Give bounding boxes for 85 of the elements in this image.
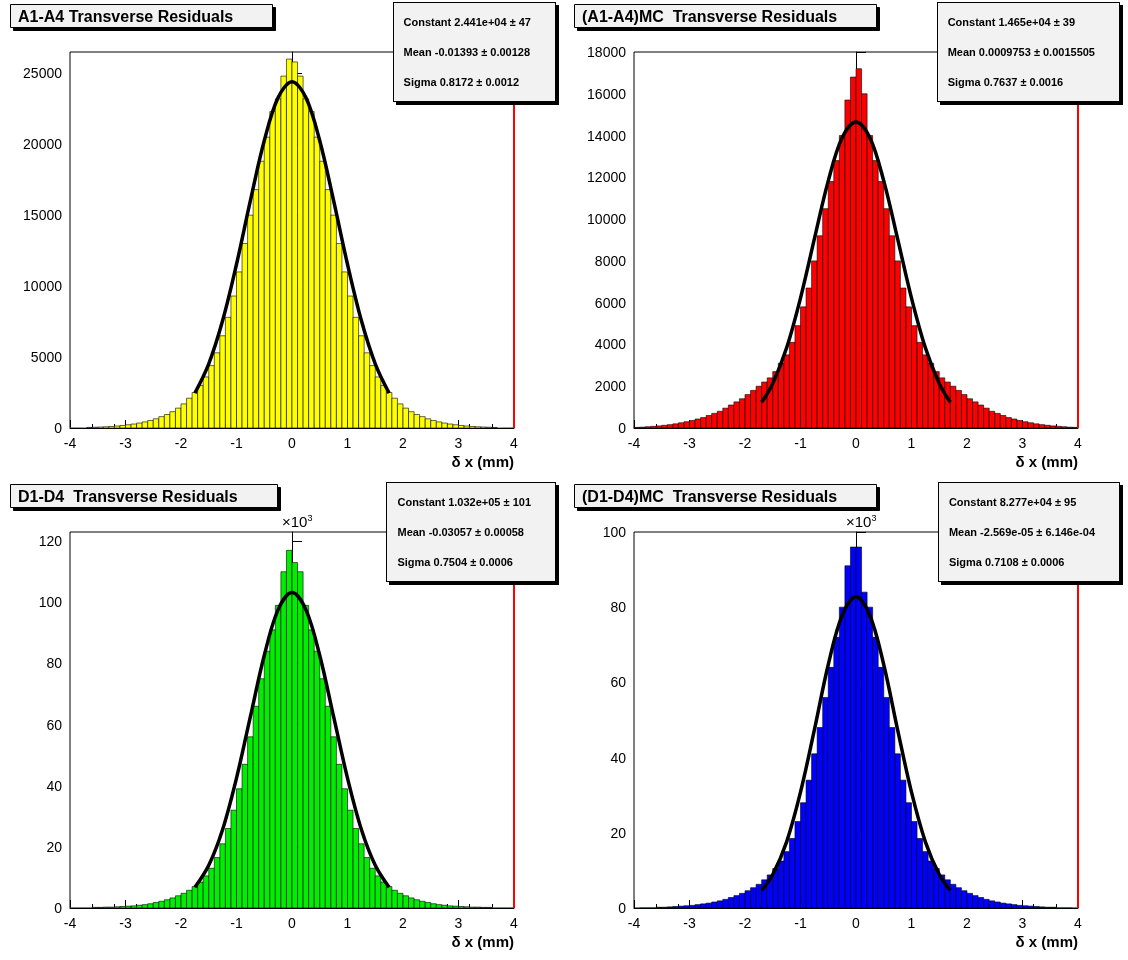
x-tick-label: 1 [907, 435, 916, 451]
y-tick-label: 20000 [23, 136, 63, 153]
y-tick-label: 16000 [587, 85, 627, 102]
y-tick-label: 10000 [23, 278, 63, 295]
x-tick-label: 1 [343, 915, 352, 931]
y-tick-label: 0 [54, 420, 63, 436]
x-tick-label: 1 [343, 435, 352, 451]
x-tick-label: 2 [963, 915, 972, 931]
y-tick-label: 0 [618, 420, 627, 436]
y-tick-label: 40 [46, 777, 63, 794]
x-tick-label: 4 [510, 435, 519, 451]
annotation: Sigma 0.7504 ± 0.0006 [397, 555, 514, 570]
y-tick-label: 10000 [587, 211, 627, 228]
x-tick-label: 2 [399, 435, 408, 451]
x-tick-label: 4 [510, 915, 519, 931]
x-tick-label: 3 [1018, 915, 1027, 931]
stats-box: Constant 1.032e+05 ± 101 Mean -0.03057 ± 0.00058 Sigma 0.7504 ± 0.0006 [386, 482, 556, 582]
x-tick-label: 4 [1074, 915, 1083, 931]
x-tick-label: 3 [1018, 435, 1027, 451]
annotation: Mean -2.569e-05 ± 6.146e-04 [948, 525, 1095, 540]
x-tick-label: 2 [399, 915, 408, 931]
annotation: Mean -0.01393 ± 0.00128 [403, 45, 531, 60]
chart-title: (A1-A4)MC Transverse Residuals [582, 7, 838, 25]
chart-title: (D1-D4)MC Transverse Residuals [582, 487, 838, 505]
x-tick-label: -3 [683, 915, 696, 931]
y-tick-label: 8000 [594, 252, 627, 269]
x-tick-label: 4 [1074, 435, 1083, 451]
x-tick-label: -3 [119, 915, 132, 931]
y-tick-label: 80 [610, 599, 627, 616]
x-tick-label: -3 [683, 435, 696, 451]
y-tick-label: 12000 [587, 169, 627, 186]
y-tick-label: 120 [38, 533, 63, 550]
x-tick-label: 0 [852, 915, 861, 931]
annotation: Sigma 0.7637 ± 0.0016 [947, 75, 1065, 90]
y-tick-label: 20 [610, 824, 627, 841]
x-axis-title: δ x (mm) [1015, 453, 1078, 470]
y-tick-label: 4000 [594, 336, 627, 353]
stats-box: Constant 2.441e+04 ± 47 Mean -0.01393 ± 0.00128 Sigma 0.8172 ± 0.0012 [392, 2, 556, 102]
y-tick-label: 0 [618, 900, 627, 916]
stats-box: Constant 1.465e+04 ± 39 Mean 0.0009753 ± 0.0015505 Sigma 0.7637 ± 0.0016 [936, 2, 1120, 102]
y-tick-label: 5000 [30, 349, 63, 366]
y-tick-label: 20 [46, 838, 63, 855]
x-tick-label: -2 [174, 435, 188, 451]
y-tick-label: 0 [54, 900, 63, 916]
y-tick-label: 60 [610, 674, 627, 691]
x-axis-title: δ x (mm) [1015, 933, 1078, 950]
y-tick-label: 14000 [587, 127, 627, 144]
y-tick-label: 80 [46, 655, 63, 672]
y-tick-label: 18000 [587, 44, 627, 60]
annotation: Sigma 0.8172 ± 0.0012 [403, 75, 521, 90]
x-tick-label: -3 [119, 435, 132, 451]
y-tick-label: 6000 [594, 294, 627, 311]
x-tick-label: 0 [852, 435, 861, 451]
x-tick-label: -1 [794, 435, 807, 451]
annotation: Sigma 0.7108 ± 0.0006 [948, 555, 1066, 570]
x-tick-label: -4 [63, 435, 77, 451]
x-axis-title: δ x (mm) [451, 933, 514, 950]
y-tick-label: 100 [38, 594, 63, 611]
x-tick-label: -4 [63, 915, 77, 931]
chart-title: D1-D4 Transverse Residuals [18, 487, 238, 505]
x-tick-label: 3 [454, 915, 463, 931]
x-axis-title: δ x (mm) [451, 453, 514, 470]
x-tick-label: -4 [627, 915, 641, 931]
x-tick-label: -4 [627, 435, 641, 451]
annotation: Mean 0.0009753 ± 0.0015505 [947, 45, 1095, 60]
y-tick-label: 60 [46, 716, 63, 733]
annotation: Mean -0.03057 ± 0.00058 [397, 525, 525, 540]
stats-box: Constant 8.277e+04 ± 95 Mean -2.569e-05 ± 6.146e-04 Sigma 0.7108 ± 0.0006 [937, 482, 1120, 582]
x-tick-label: -1 [794, 915, 807, 931]
x-tick-label: 0 [288, 915, 297, 931]
x-tick-label: -1 [230, 915, 243, 931]
y-tick-label: 15000 [23, 207, 63, 224]
x-tick-label: 2 [963, 435, 972, 451]
x-tick-label: -2 [738, 435, 752, 451]
x-tick-label: -1 [230, 435, 243, 451]
x-tick-label: 3 [454, 435, 463, 451]
y-tick-label: 2000 [594, 378, 627, 395]
y-tick-label: 100 [602, 524, 627, 540]
x-tick-label: -2 [738, 915, 752, 931]
x-tick-label: -2 [174, 915, 188, 931]
y-tick-label: 25000 [23, 65, 63, 82]
y-tick-label: 40 [610, 749, 627, 766]
x-tick-label: 0 [288, 435, 297, 451]
x-tick-label: 1 [907, 915, 916, 931]
chart-title: A1-A4 Transverse Residuals [18, 7, 234, 25]
